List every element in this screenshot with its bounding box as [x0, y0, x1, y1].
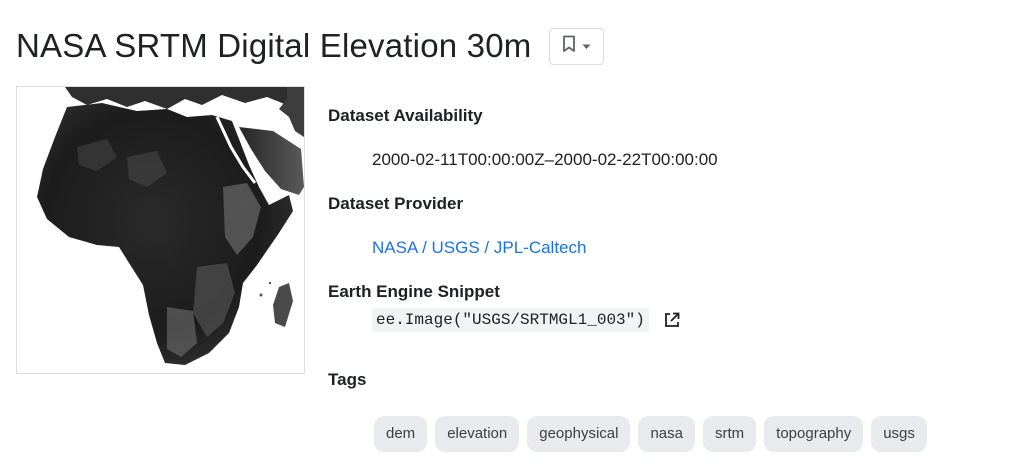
title-row: NASA SRTM Digital Elevation 30m [16, 22, 605, 70]
snippet-label: Earth Engine Snippet [328, 282, 500, 301]
tag-chip-topography[interactable]: topography [764, 416, 864, 452]
snippet-row: ee.Image("USGS/SRTMGL1_003") [328, 308, 1018, 364]
earth-engine-snippet[interactable]: ee.Image("USGS/SRTMGL1_003") [372, 308, 649, 332]
provider-link[interactable]: NASA / USGS / JPL-Caltech [372, 238, 587, 257]
tag-chip-dem[interactable]: dem [374, 416, 428, 452]
bookmark-button[interactable] [549, 27, 605, 65]
africa-elevation-map [37, 87, 304, 365]
caret-down-icon [582, 37, 591, 55]
tag-list: dem elevation geophysical nasa srtm topo… [328, 416, 1018, 452]
availability-label: Dataset Availability [328, 106, 483, 125]
tag-chip-nasa[interactable]: nasa [638, 416, 695, 452]
provider-value: NASA / USGS / JPL-Caltech [328, 220, 1018, 276]
bookmark-outline-icon [562, 35, 576, 58]
provider-label: Dataset Provider [328, 194, 464, 213]
dataset-metadata: Dataset Availability 2000-02-11T00:00:00… [328, 100, 1018, 452]
dataset-thumbnail [16, 86, 305, 374]
availability-value: 2000-02-11T00:00:00Z–2000-02-22T00:00:00 [372, 150, 718, 169]
tag-chip-geophysical[interactable]: geophysical [527, 416, 631, 452]
page-title: NASA SRTM Digital Elevation 30m [16, 27, 532, 64]
open-in-new-icon[interactable] [663, 311, 681, 329]
tag-chip-srtm[interactable]: srtm [702, 416, 757, 452]
tag-chip-elevation[interactable]: elevation [435, 416, 520, 452]
tag-chip-usgs[interactable]: usgs [871, 416, 927, 452]
tags-label: Tags [328, 370, 367, 389]
